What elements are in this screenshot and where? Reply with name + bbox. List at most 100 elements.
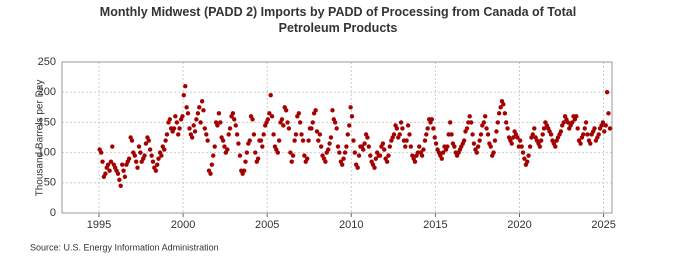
point (606, 111, 611, 116)
point (355, 165, 360, 170)
point (422, 138, 428, 143)
point (218, 120, 223, 125)
point (292, 138, 297, 143)
point (132, 153, 138, 158)
point (335, 144, 341, 149)
point (382, 147, 387, 152)
point (108, 159, 114, 164)
point (461, 138, 467, 143)
point (230, 111, 236, 116)
point (164, 132, 170, 137)
point (247, 138, 252, 143)
x-tick-label: 2025 (591, 219, 615, 231)
point (365, 135, 370, 140)
point (156, 156, 161, 161)
point (581, 132, 586, 137)
point (561, 120, 566, 125)
point (227, 126, 233, 131)
x-tick-label: 2020 (507, 219, 531, 231)
point (445, 144, 450, 149)
point (504, 120, 509, 125)
point (267, 111, 272, 116)
point (604, 90, 610, 95)
point (467, 114, 472, 119)
point (180, 114, 185, 119)
point (135, 165, 140, 170)
point (110, 144, 115, 149)
point (575, 126, 580, 131)
point (525, 159, 530, 164)
point (302, 153, 307, 158)
point (431, 126, 436, 131)
point (377, 153, 383, 158)
point (348, 105, 353, 110)
point (299, 132, 304, 137)
point (328, 135, 334, 140)
point (498, 105, 503, 110)
x-tick-label: 2015 (423, 219, 447, 231)
point (384, 159, 390, 164)
point (481, 120, 487, 125)
point (309, 126, 314, 131)
point (288, 150, 293, 155)
plot-frame (61, 61, 613, 214)
point (408, 144, 414, 149)
point (143, 141, 149, 146)
point (532, 126, 537, 131)
point (474, 150, 479, 155)
point (574, 114, 579, 119)
point (136, 144, 142, 149)
point (107, 168, 112, 173)
point (482, 114, 488, 119)
point (142, 153, 147, 158)
point (281, 123, 286, 128)
point (146, 138, 151, 143)
point (297, 120, 303, 125)
point (208, 171, 213, 176)
point (285, 120, 290, 125)
point (189, 135, 195, 140)
point (167, 117, 173, 122)
point (475, 144, 481, 149)
point (404, 138, 409, 143)
point (509, 141, 514, 146)
point (517, 138, 523, 143)
point (405, 123, 411, 128)
point (326, 147, 331, 152)
point (244, 150, 250, 155)
point (469, 120, 474, 125)
point (284, 108, 289, 113)
point (452, 144, 457, 149)
point (317, 132, 323, 137)
point (356, 153, 362, 158)
y-tick-label: 50 (44, 177, 56, 189)
point (334, 126, 339, 131)
point (198, 120, 203, 125)
point (243, 159, 248, 164)
point (310, 120, 315, 125)
y-tick-label: 250 (38, 56, 56, 68)
point (540, 132, 545, 137)
point (496, 111, 502, 116)
point (290, 153, 296, 158)
point (234, 132, 240, 137)
y-tick-label: 150 (38, 116, 56, 128)
point (538, 138, 544, 143)
point (417, 144, 422, 149)
point (120, 162, 125, 167)
y-tick-label: 0 (50, 207, 56, 219)
point (603, 123, 608, 128)
point (583, 120, 589, 125)
point (323, 159, 328, 164)
point (397, 132, 402, 137)
point (351, 138, 356, 143)
point (289, 159, 294, 164)
point (398, 120, 404, 125)
x-tick-label: 2010 (339, 219, 363, 231)
point (216, 111, 222, 116)
x-tick-label: 1995 (87, 219, 111, 231)
point (537, 144, 543, 149)
point (553, 144, 558, 149)
point (187, 126, 192, 131)
